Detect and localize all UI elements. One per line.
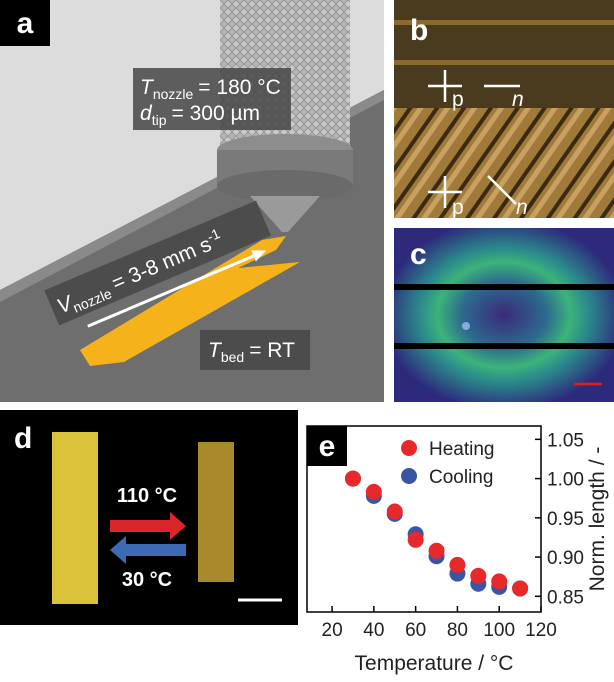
x-tick-label: 100 (483, 620, 515, 641)
panel-d: d 110 °C 30 °C (0, 410, 298, 625)
panel-b: b p n p n (394, 0, 614, 219)
x-tick-label: 80 (447, 620, 468, 641)
polarizer-label: p (452, 196, 464, 219)
beamstop-bar (394, 284, 614, 290)
value: = 180 °C (198, 76, 281, 99)
panel-c: c (394, 228, 614, 402)
micrograph-bottom (394, 108, 614, 218)
figure: a Tnozzle= 180 °C dtip= 300 µm Vnozzle= … (0, 0, 614, 677)
panel-label: d (14, 422, 32, 455)
y-tick-label: 0.95 (547, 509, 584, 530)
panel-label: a (17, 7, 34, 40)
legend-label: Cooling (429, 467, 493, 488)
fiber-line (394, 60, 614, 65)
polarizer-label: p (452, 88, 464, 111)
y-tick-label: 0.90 (547, 548, 584, 569)
data-point (491, 573, 507, 589)
y-tick-label: 0.85 (547, 587, 584, 608)
x-tick-label: 40 (363, 620, 384, 641)
legend-marker (401, 468, 417, 484)
photo-background (0, 410, 298, 625)
beam-center (462, 322, 470, 330)
data-point (408, 532, 424, 548)
data-point (387, 504, 403, 520)
subscript: tip (152, 112, 167, 128)
legend-marker (401, 440, 417, 456)
sample-before (52, 432, 98, 604)
y-tick-label: 1.00 (547, 470, 584, 491)
panel-label: c (410, 238, 427, 271)
beamstop-bar (394, 343, 614, 349)
panel-a: a Tnozzle= 180 °C dtip= 300 µm Vnozzle= … (0, 0, 384, 402)
y-tick-label: 1.05 (547, 430, 584, 451)
data-point (345, 471, 361, 487)
data-point (366, 484, 382, 500)
sample-after (198, 442, 234, 582)
heating-temperature: 110 °C (117, 485, 177, 507)
data-point (449, 557, 465, 573)
cooling-temperature: 30 °C (122, 569, 172, 591)
x-tick-label: 120 (525, 620, 557, 641)
director-label: n (512, 88, 524, 111)
data-point (512, 580, 528, 596)
subscript: bed (221, 349, 244, 365)
x-tick-label: 20 (322, 620, 343, 641)
panel-label: e (319, 430, 336, 463)
legend-label: Heating (429, 439, 495, 460)
saxs-pattern (394, 228, 614, 402)
panel-label: b (410, 14, 428, 47)
data-point (429, 543, 445, 559)
panel-e: e 0.85 0.90 0.95 1.00 1.05 20 40 60 80 100 120 Temp… (307, 426, 609, 675)
y-axis-label: Norm. length / - (586, 447, 609, 592)
value: = 300 µm (171, 102, 260, 125)
value: = RT (249, 339, 295, 362)
subscript: nozzle (153, 86, 194, 102)
director-label: n (516, 196, 528, 219)
x-axis-label: Temperature / °C (355, 652, 514, 675)
x-tick-label: 60 (405, 620, 426, 641)
data-point (470, 568, 486, 584)
